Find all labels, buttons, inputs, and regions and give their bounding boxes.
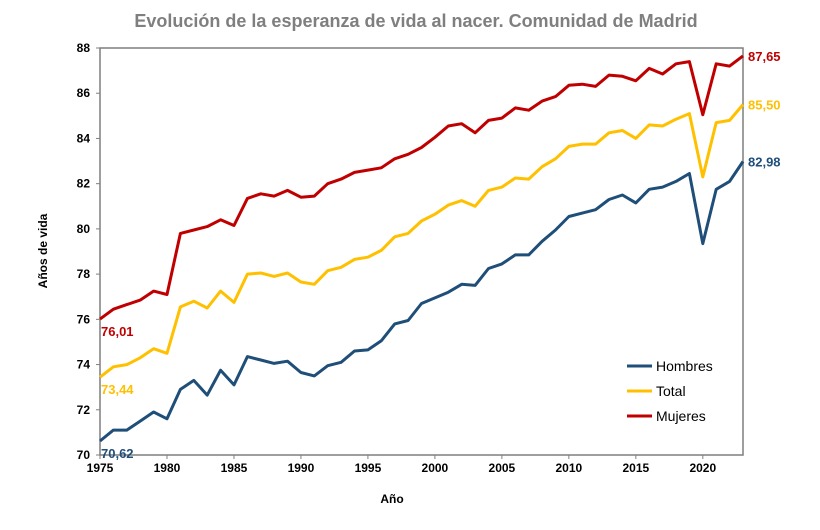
y-tick-label: 74 (77, 358, 91, 372)
x-tick-label: 1990 (288, 461, 315, 475)
legend-label: Hombres (656, 358, 713, 374)
start-value-label: 73,44 (101, 382, 134, 397)
chart-title: Evolución de la esperanza de vida al nac… (134, 11, 697, 31)
x-tick-label: 2020 (689, 461, 716, 475)
y-tick-label: 88 (77, 41, 91, 55)
y-tick-label: 72 (77, 403, 91, 417)
legend: Hombres Total Mujeres (627, 358, 713, 424)
x-tick-label: 2015 (622, 461, 649, 475)
start-value-label: 70,62 (101, 446, 134, 461)
x-tick-label: 1980 (154, 461, 181, 475)
x-tick-label: 1985 (221, 461, 248, 475)
end-value-label: 85,50 (748, 98, 781, 113)
x-tick-label: 2005 (489, 461, 516, 475)
y-tick-label: 76 (77, 312, 91, 326)
y-tick-label: 80 (77, 222, 91, 236)
series-line-total (99, 103, 745, 379)
end-value-label: 87,65 (748, 49, 781, 64)
legend-label: Mujeres (656, 408, 706, 424)
x-tick-label: 2010 (556, 461, 583, 475)
end-value-label: 82,98 (748, 155, 781, 170)
legend-label: Total (656, 383, 686, 399)
x-axis-label: Año (380, 492, 403, 506)
x-tick-label: 2000 (422, 461, 449, 475)
start-value-label: 76,01 (101, 324, 134, 339)
y-axis-label: Años de vida (36, 213, 50, 288)
y-tick-label: 78 (77, 267, 91, 281)
plot-area (99, 47, 744, 456)
y-tick-label: 84 (77, 131, 91, 145)
y-tick-label: 82 (77, 177, 91, 191)
y-tick-label: 86 (77, 86, 91, 100)
series-line-mujeres (99, 54, 744, 321)
x-tick-label: 1995 (355, 461, 382, 475)
y-tick-label: 70 (77, 448, 91, 462)
series-line-hombres (99, 160, 745, 443)
x-tick-label: 1975 (87, 461, 114, 475)
